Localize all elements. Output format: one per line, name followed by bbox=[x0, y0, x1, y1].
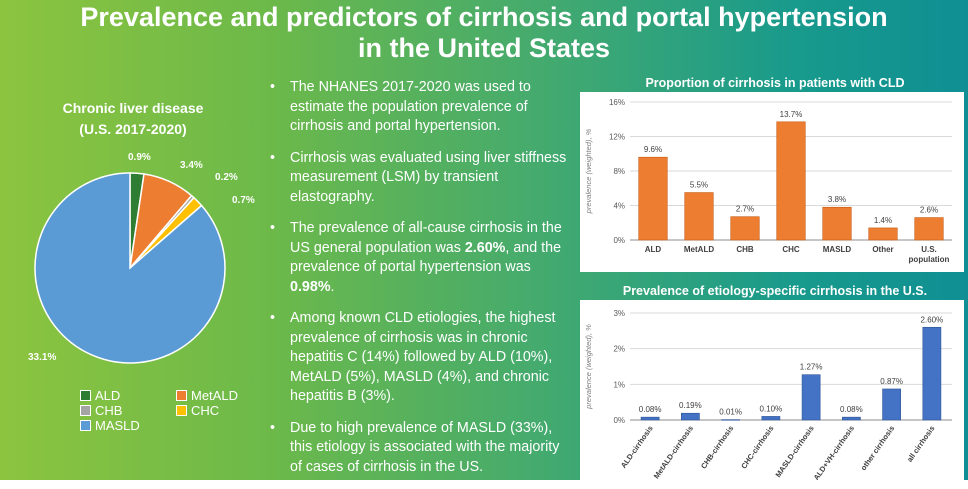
pie-subtitle: (U.S. 2017-2020) bbox=[79, 121, 187, 137]
legend-item-chb: CHB bbox=[80, 403, 122, 418]
bar-metald bbox=[684, 192, 714, 241]
x-tick-label: ALD bbox=[645, 245, 662, 254]
bar-metald-cirrhosis bbox=[681, 412, 700, 421]
bar-all-cirrhosis bbox=[922, 326, 942, 421]
bullet-text-mid: , and the prevalence of portal hypertens… bbox=[290, 239, 562, 276]
x-tick-label: CHC bbox=[782, 245, 800, 254]
legend-label-chc: CHC bbox=[191, 403, 220, 418]
legend-label-metald: MetALD bbox=[191, 388, 238, 403]
data-label-other: 1.4% bbox=[874, 216, 892, 225]
x-tick-label: population bbox=[909, 255, 950, 264]
y-tick-label: 4% bbox=[613, 202, 625, 211]
pie-label-chc: 0.7% bbox=[232, 195, 255, 206]
bullet-item: Among known CLD etiologies, the highest … bbox=[268, 309, 568, 407]
bullet-text-pre: The prevalence of all-cause cirrhosis in… bbox=[290, 220, 562, 256]
legend-swatch-chc bbox=[176, 405, 187, 416]
pie-slice-masld bbox=[34, 172, 226, 364]
bullet-item: The NHANES 2017-2020 was used to estimat… bbox=[268, 78, 568, 137]
legend-item-metald: MetALD bbox=[176, 388, 238, 403]
pie-label-masld: 33.1% bbox=[28, 352, 56, 363]
bullet-bold-portal-hypertension: 0.98% bbox=[290, 278, 331, 295]
x-tick-label: U.S. bbox=[921, 245, 937, 254]
bar-chb-cirrhosis bbox=[721, 419, 740, 421]
legend-label-ald: ALD bbox=[95, 388, 121, 403]
y-axis-label: prevalence (weighted), % bbox=[584, 128, 593, 214]
legend-label-masld: MASLD bbox=[95, 418, 140, 433]
bullet-item: The prevalence of all-cause cirrhosis in… bbox=[268, 219, 568, 297]
bar-chart-2-title: Prevalence of etiology-specific cirrhosi… bbox=[622, 284, 928, 298]
legend-item-masld: MASLD bbox=[80, 418, 140, 433]
legend-swatch-masld bbox=[80, 420, 91, 431]
title-line-2: in the United States bbox=[357, 33, 611, 63]
data-label-chc: 13.7% bbox=[780, 110, 803, 119]
x-tick-label: MASLD bbox=[823, 245, 852, 254]
x-tick-label: CHB bbox=[736, 245, 754, 254]
title-line-1: Prevalence and predictors of cirrhosis a… bbox=[80, 2, 888, 32]
page-title: Prevalence and predictors of cirrhosis a… bbox=[0, 2, 968, 64]
data-label-masld-cirrhosis: 1.27% bbox=[800, 363, 823, 372]
y-tick-label: 1% bbox=[613, 380, 625, 389]
bar-other bbox=[868, 227, 898, 241]
data-label-all-cirrhosis: 2.60% bbox=[921, 315, 944, 324]
bullet-bold-cirrhosis: 2.60% bbox=[464, 239, 506, 256]
bar-chart-cld: 0% 4% 8% 12% 16% prevalence (weighted), % 9.6%… bbox=[580, 92, 964, 272]
legend-label-chb: CHB bbox=[95, 403, 123, 418]
bullet-item: Due to high prevalence of MASLD (33%), t… bbox=[268, 419, 568, 478]
pie-title: Chronic liver disease bbox=[62, 100, 204, 116]
bar-masld-cirrhosis bbox=[801, 374, 821, 421]
pie-label-metald: 3.4% bbox=[180, 160, 203, 171]
bullet-text: Cirrhosis was evaluated using liver stif… bbox=[290, 149, 567, 205]
bar-chc-cirrhosis bbox=[761, 416, 781, 421]
data-label-u-s-population: 2.6% bbox=[920, 206, 938, 215]
legend-swatch-metald bbox=[176, 390, 187, 401]
y-tick-label: 8% bbox=[613, 167, 625, 176]
bullet-text: Due to high prevalence of MASLD (33%), t… bbox=[290, 419, 560, 475]
x-tick-label: MetALD bbox=[684, 245, 714, 254]
y-axis-label: prevalence (weighted), % bbox=[584, 324, 593, 410]
pie-label-chb: 0.2% bbox=[215, 172, 238, 183]
legend-swatch-chb bbox=[80, 405, 91, 416]
data-label-ald-cirrhosis: 0.08% bbox=[639, 405, 662, 414]
bullet-item: Cirrhosis was evaluated using liver stif… bbox=[268, 149, 568, 208]
pie-label-ald: 0.9% bbox=[128, 152, 151, 163]
data-label-ald-vh-cirrhosis: 0.08% bbox=[840, 405, 863, 414]
data-label-metald-cirrhosis: 0.19% bbox=[679, 401, 702, 410]
data-label-chb: 2.7% bbox=[736, 205, 754, 214]
data-label-metald: 5.5% bbox=[690, 181, 708, 190]
bar-ald-cirrhosis bbox=[640, 416, 660, 421]
bar-ald bbox=[638, 156, 668, 241]
data-label-chc-cirrhosis: 0.10% bbox=[760, 404, 783, 413]
y-tick-label: 16% bbox=[609, 98, 625, 107]
pie-chart-title: Chronic liver disease (U.S. 2017-2020) bbox=[38, 98, 228, 140]
bar-ald-vh-cirrhosis bbox=[842, 416, 861, 421]
y-tick-label: 2% bbox=[613, 345, 625, 354]
y-tick-label: 0% bbox=[613, 236, 625, 245]
bar-chc bbox=[776, 121, 806, 241]
bullet-text-post: . bbox=[330, 278, 335, 295]
bar-u-s-population bbox=[914, 217, 944, 241]
chart-background bbox=[580, 92, 964, 272]
x-tick-label: Other bbox=[872, 245, 893, 254]
bar-other-cirrhosis bbox=[882, 388, 901, 421]
bullet-text: The NHANES 2017-2020 was used to estimat… bbox=[290, 79, 531, 134]
bar-chart-etiology: 0%1%2%3%prevalence (weighted), %0.08%ALD… bbox=[580, 300, 964, 480]
data-label-ald: 9.6% bbox=[644, 145, 662, 154]
legend-item-ald: ALD bbox=[80, 388, 120, 403]
y-tick-label: 12% bbox=[609, 133, 625, 142]
legend-item-chc: CHC bbox=[176, 403, 219, 418]
y-tick-label: 0% bbox=[613, 416, 625, 425]
data-label-other-cirrhosis: 0.87% bbox=[880, 377, 903, 386]
y-tick-label: 3% bbox=[613, 309, 625, 318]
data-label-masld: 3.8% bbox=[828, 195, 846, 204]
bar-chart-1-title: Proportion of cirrhosis in patients with… bbox=[645, 76, 905, 90]
summary-bullets: The NHANES 2017-2020 was used to estimat… bbox=[268, 78, 568, 489]
bar-masld bbox=[822, 206, 852, 241]
pie-chart: 0.9% 3.4% 0.2% 0.7% 33.1% bbox=[28, 152, 255, 364]
bullet-text: Among known CLD etiologies, the highest … bbox=[290, 310, 556, 404]
legend-swatch-ald bbox=[80, 390, 91, 401]
bar-chb bbox=[730, 216, 760, 241]
data-label-chb-cirrhosis: 0.01% bbox=[719, 408, 742, 417]
